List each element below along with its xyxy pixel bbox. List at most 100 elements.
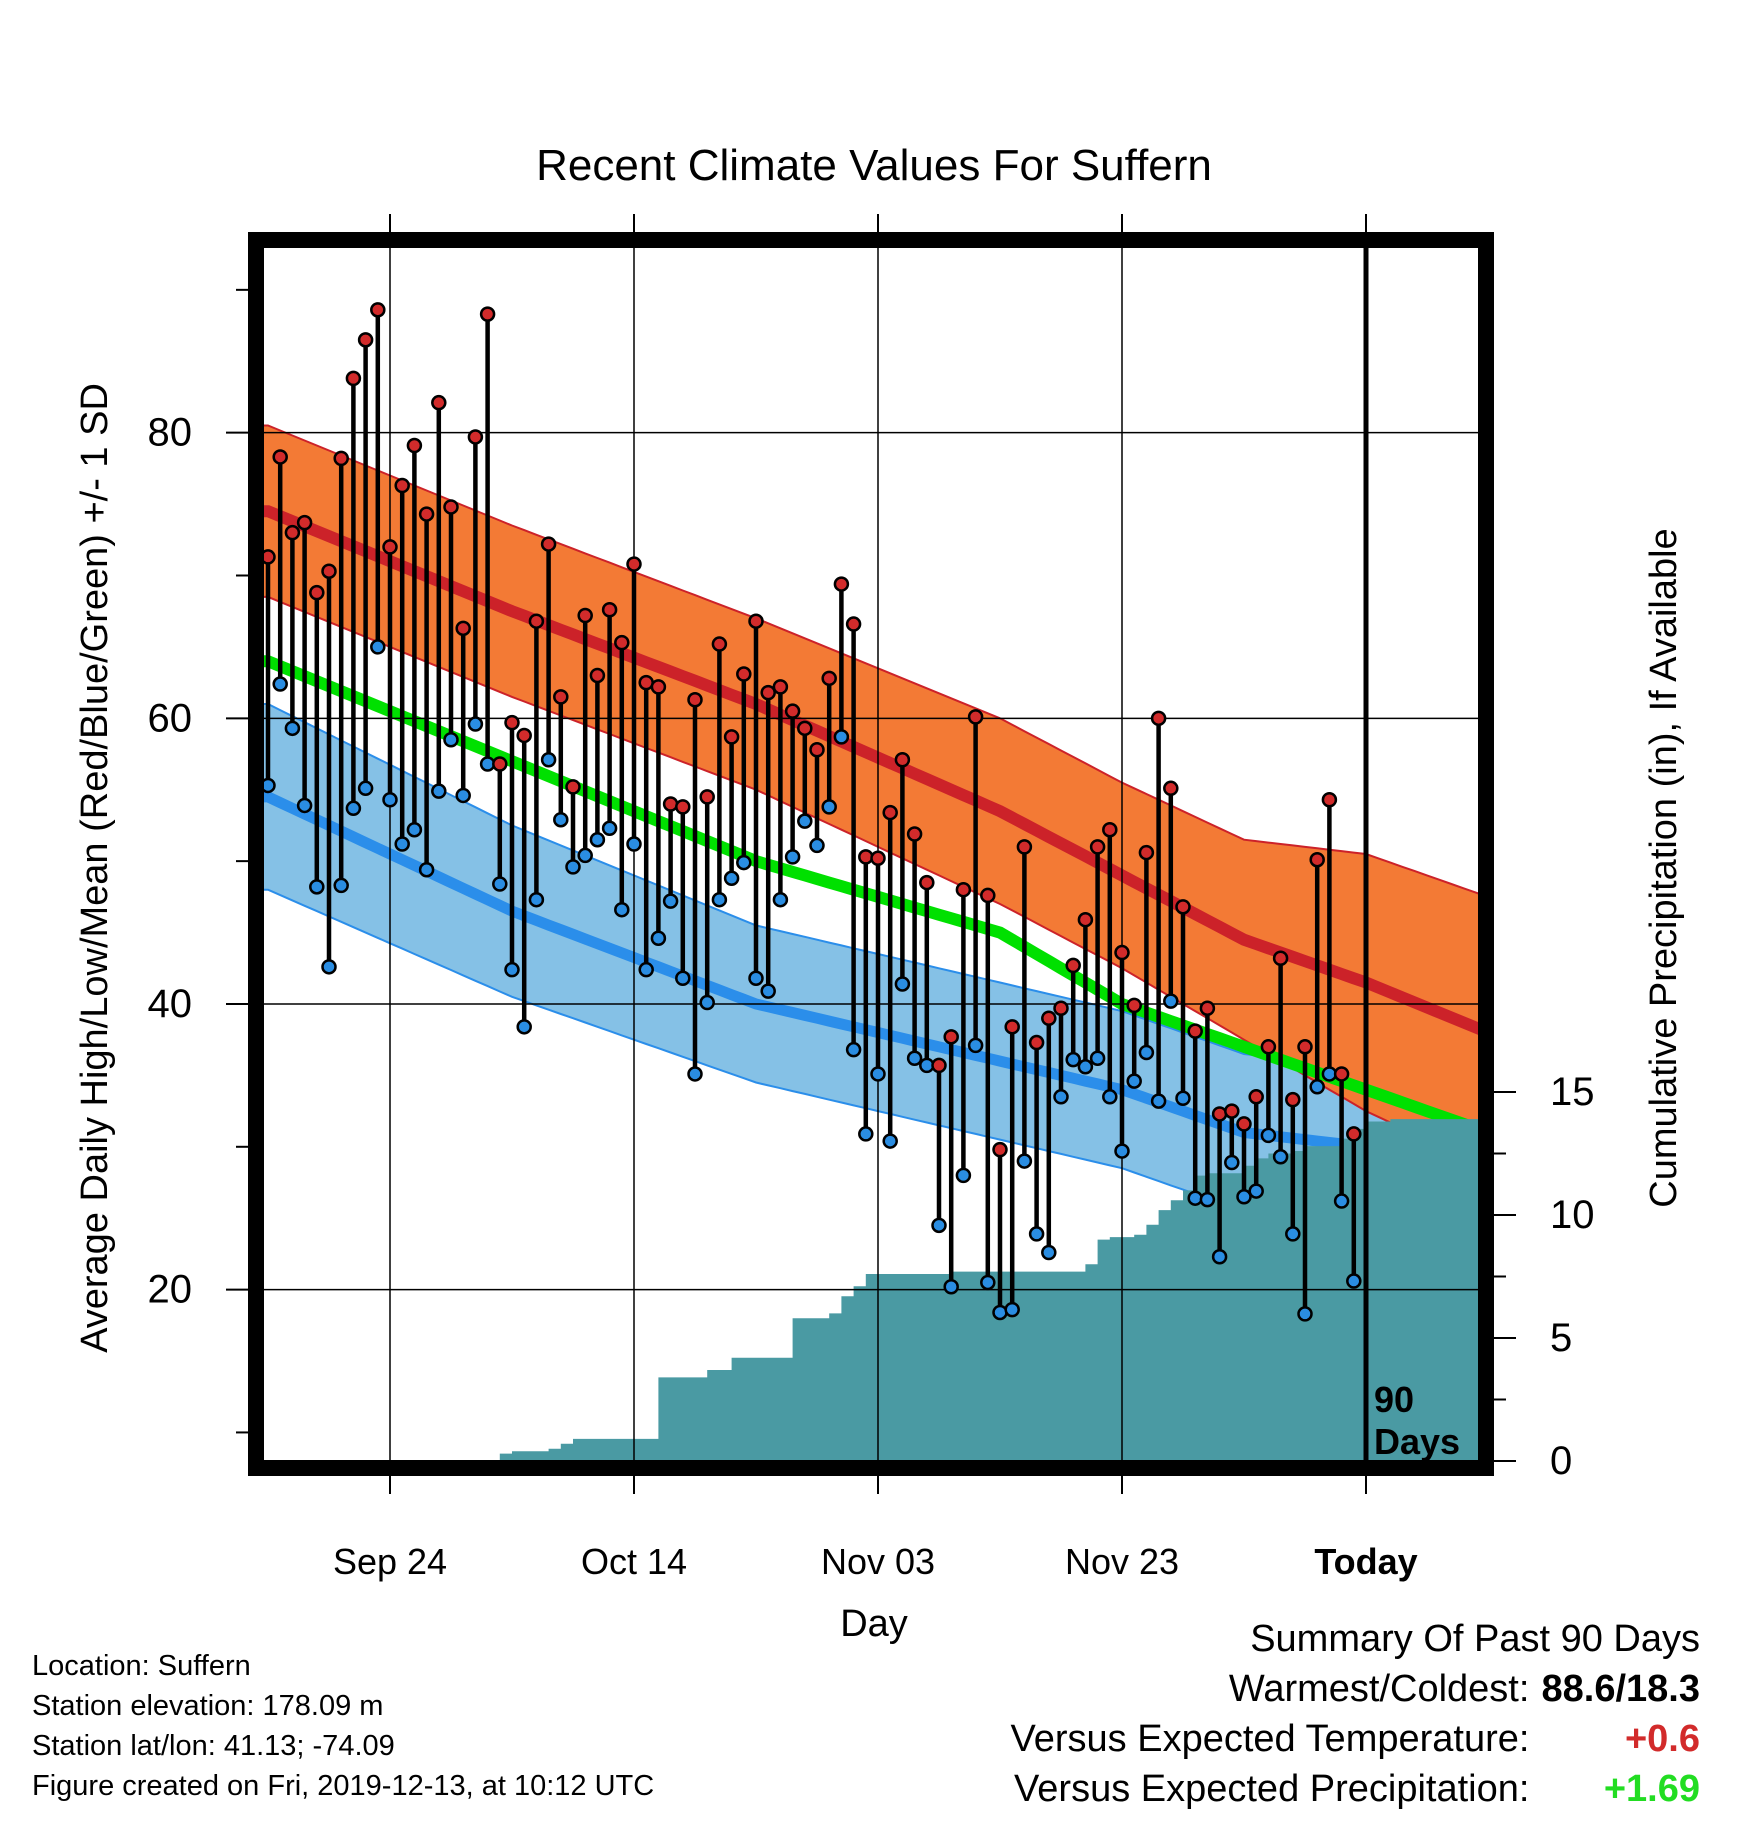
low-point [772, 891, 789, 908]
summary-precip-label: Versus Expected Precipitation: [1014, 1768, 1530, 1810]
low-point [967, 1037, 984, 1054]
chart-title: Recent Climate Values For Suffern [536, 141, 1212, 190]
low-point [504, 961, 520, 978]
low-point [784, 849, 801, 865]
today-days-count: 90 [1374, 1379, 1414, 1420]
summary-warmest-label: Warmest/Coldest: [1228, 1668, 1530, 1710]
low-point [760, 983, 776, 999]
high-point [1053, 1000, 1069, 1016]
high-point [870, 850, 886, 867]
low-point [1272, 1149, 1289, 1165]
low-point [406, 821, 423, 838]
low-point [736, 854, 752, 871]
low-point [1028, 1226, 1045, 1242]
low-point [1187, 1190, 1203, 1206]
low-point [1248, 1183, 1264, 1199]
high-point [1309, 851, 1325, 868]
high-point [1065, 957, 1081, 974]
high-point [382, 539, 398, 555]
high-point [309, 584, 325, 601]
high-point [992, 1141, 1008, 1158]
low-point [601, 820, 618, 837]
high-point [626, 556, 642, 572]
low-point [516, 1019, 532, 1035]
high-point [345, 370, 362, 387]
high-point [1016, 839, 1033, 855]
low-point [614, 901, 630, 918]
high-point [418, 506, 435, 522]
high-sd-band [263, 424, 1479, 1166]
plot-frame [248, 232, 1494, 1476]
high-point [284, 524, 301, 541]
y-axis-label: Average Daily High/Low/Mean (Red/Blue/Gr… [74, 383, 116, 1353]
high-point [467, 429, 484, 445]
low-point [321, 959, 337, 975]
summary-temp-label: Versus Expected Temperature: [1010, 1718, 1530, 1760]
high-point [687, 692, 703, 708]
high-point [1150, 710, 1167, 727]
low-point [809, 837, 825, 854]
low-point [1297, 1306, 1313, 1322]
high-point [1138, 844, 1155, 861]
low-point [748, 970, 764, 987]
high-point [406, 437, 423, 454]
low-point [870, 1066, 886, 1082]
low-point [565, 859, 581, 875]
high-point [1199, 1000, 1216, 1016]
footer-location: Location: Suffern [32, 1650, 251, 1682]
high-point [772, 679, 789, 695]
low-point [1114, 1143, 1130, 1159]
high-point [821, 670, 837, 687]
y2-tick-label-3: 15 [1550, 1070, 1595, 1114]
high-point [1126, 997, 1142, 1014]
low-point [1163, 993, 1179, 1009]
low-point [1041, 1244, 1057, 1261]
high-point [528, 613, 545, 629]
high-point [784, 703, 801, 719]
low-point [1138, 1044, 1155, 1061]
low-point [309, 879, 325, 895]
low-point [943, 1279, 959, 1295]
low-point [1126, 1073, 1142, 1089]
low-point [662, 893, 679, 909]
low-point [723, 870, 740, 887]
low-point [272, 676, 288, 692]
low-point [394, 836, 410, 852]
low-point [833, 729, 850, 745]
high-point [443, 499, 459, 515]
low-point [1199, 1191, 1216, 1208]
high-point [333, 450, 349, 467]
low-point [699, 994, 715, 1011]
low-sd-band [263, 703, 1479, 1253]
high-point [675, 799, 691, 815]
low-point [455, 787, 471, 804]
summary-warmest-row: Warmest/Coldest: 88.6/18.3 [1229, 1668, 1700, 1711]
high-point [797, 720, 813, 737]
high-point [504, 714, 520, 731]
low-point [296, 797, 313, 814]
high-point [1260, 1039, 1277, 1055]
high-point [650, 679, 667, 695]
high-point [760, 684, 776, 701]
low-point [263, 777, 276, 794]
high-point [833, 576, 850, 592]
low-point [1004, 1301, 1020, 1318]
y-tick-label-2: 60 [148, 696, 193, 740]
low-point [1053, 1089, 1069, 1105]
low-point [1065, 1051, 1081, 1068]
high-point [1102, 821, 1118, 838]
y-tick-label-0: 20 [148, 1268, 193, 1312]
high-point [662, 796, 679, 812]
y-tick-label-1: 40 [148, 982, 193, 1026]
y-tick-label-3: 80 [148, 411, 193, 455]
high-point [1248, 1089, 1264, 1105]
low-point [1236, 1189, 1252, 1205]
high-point [723, 729, 740, 745]
low-point [687, 1066, 703, 1082]
high-point [1211, 1106, 1228, 1122]
high-point [748, 613, 764, 629]
low-point [443, 731, 459, 748]
high-point [1163, 780, 1179, 797]
high-point [931, 1057, 947, 1074]
